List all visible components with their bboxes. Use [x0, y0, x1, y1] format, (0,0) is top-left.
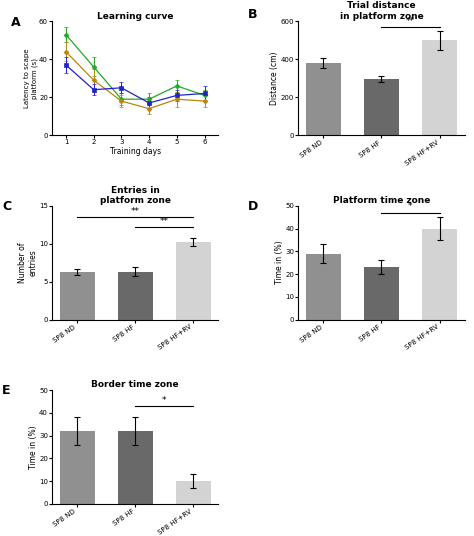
Text: **: ** — [406, 17, 415, 26]
Bar — [60, 431, 95, 504]
Text: *: * — [408, 203, 413, 211]
Title: Learning curve: Learning curve — [97, 12, 173, 21]
Title: Entries in
platform zone: Entries in platform zone — [100, 185, 171, 205]
Y-axis label: Time in (%): Time in (%) — [274, 241, 283, 285]
X-axis label: Training days: Training days — [109, 147, 161, 156]
Bar — [306, 254, 341, 319]
Bar — [422, 40, 457, 135]
Y-axis label: Time in (%): Time in (%) — [28, 425, 37, 469]
Y-axis label: Number of
entries: Number of entries — [18, 242, 37, 283]
Bar — [118, 431, 153, 504]
Bar — [364, 79, 399, 135]
Bar — [60, 272, 95, 319]
Y-axis label: Distance (cm): Distance (cm) — [270, 51, 279, 105]
Bar — [176, 242, 211, 319]
Bar — [422, 228, 457, 319]
Bar — [364, 267, 399, 319]
Bar — [306, 63, 341, 135]
Text: A: A — [10, 16, 20, 29]
Title: Trial distance
in platform zone: Trial distance in platform zone — [339, 1, 423, 21]
Text: **: ** — [131, 207, 140, 216]
Text: B: B — [248, 8, 258, 21]
Text: E: E — [2, 384, 11, 397]
Legend: SP8 HF+RV, SP8 HF, SP8 ND: SP8 HF+RV, SP8 HF, SP8 ND — [337, 23, 398, 55]
Bar — [118, 272, 153, 319]
Text: D: D — [248, 200, 259, 213]
Title: Border time zone: Border time zone — [91, 380, 179, 389]
Text: **: ** — [160, 217, 169, 226]
Title: Platform time zone: Platform time zone — [333, 196, 430, 205]
Y-axis label: Latency to scape
platform (s): Latency to scape platform (s) — [24, 49, 37, 108]
Text: *: * — [162, 396, 166, 405]
Bar — [176, 481, 211, 504]
Text: C: C — [2, 200, 11, 213]
